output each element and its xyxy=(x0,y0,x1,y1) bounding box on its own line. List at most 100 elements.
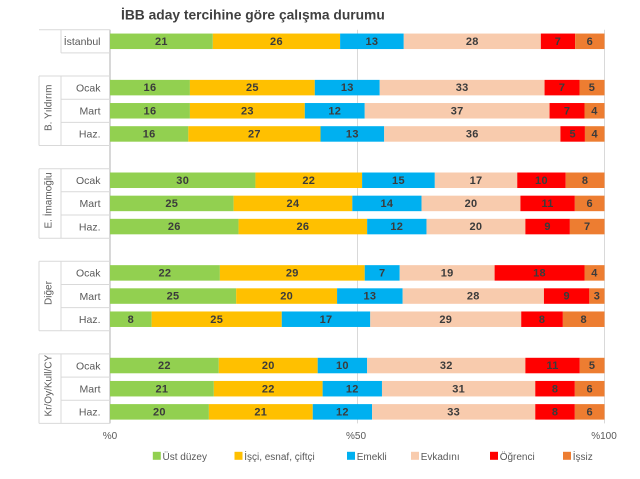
svg-text:6: 6 xyxy=(586,406,592,418)
svg-text:22: 22 xyxy=(159,268,172,280)
svg-text:18: 18 xyxy=(533,268,546,280)
svg-text:21: 21 xyxy=(254,406,267,418)
svg-text:%0: %0 xyxy=(103,431,118,442)
svg-text:16: 16 xyxy=(144,82,157,94)
svg-text:8: 8 xyxy=(552,406,558,418)
svg-text:10: 10 xyxy=(336,360,349,372)
svg-text:15: 15 xyxy=(392,175,405,187)
svg-text:13: 13 xyxy=(363,291,376,303)
svg-text:36: 36 xyxy=(466,129,479,141)
svg-text:31: 31 xyxy=(452,383,465,395)
svg-text:İşçi, esnaf, çiftçi: İşçi, esnaf, çiftçi xyxy=(244,450,315,463)
svg-text:9: 9 xyxy=(544,221,550,233)
svg-text:8: 8 xyxy=(128,314,134,326)
svg-text:21: 21 xyxy=(155,383,168,395)
svg-text:Haz.: Haz. xyxy=(79,129,101,141)
svg-text:20: 20 xyxy=(280,291,293,303)
svg-text:%100: %100 xyxy=(591,431,617,442)
svg-text:4: 4 xyxy=(591,105,598,117)
svg-text:8: 8 xyxy=(580,314,586,326)
svg-text:20: 20 xyxy=(262,360,275,372)
svg-text:13: 13 xyxy=(346,129,359,141)
svg-text:27: 27 xyxy=(248,129,261,141)
svg-text:20: 20 xyxy=(153,406,166,418)
svg-text:Mart: Mart xyxy=(80,384,101,396)
svg-text:Ocak: Ocak xyxy=(76,268,101,280)
svg-text:26: 26 xyxy=(168,221,181,233)
svg-text:29: 29 xyxy=(439,314,452,326)
svg-text:25: 25 xyxy=(165,198,178,210)
svg-text:B. Yıldırım: B. Yıldırım xyxy=(44,85,55,132)
svg-text:20: 20 xyxy=(465,198,478,210)
svg-text:26: 26 xyxy=(270,36,283,48)
svg-text:32: 32 xyxy=(440,360,453,372)
svg-text:Üst düzey: Üst düzey xyxy=(163,451,207,463)
svg-text:25: 25 xyxy=(246,82,259,94)
svg-text:İBB aday tercihine göre çalışm: İBB aday tercihine göre çalışma durumu xyxy=(121,7,385,23)
svg-text:Mart: Mart xyxy=(80,106,101,118)
svg-text:7: 7 xyxy=(555,36,561,48)
svg-text:Haz.: Haz. xyxy=(79,314,101,326)
svg-text:7: 7 xyxy=(584,221,590,233)
svg-text:Kr/Oy/Kull/CY: Kr/Oy/Kull/CY xyxy=(44,354,55,416)
svg-text:29: 29 xyxy=(286,268,299,280)
svg-text:Öğrenci: Öğrenci xyxy=(500,451,535,463)
svg-text:6: 6 xyxy=(586,198,592,210)
svg-text:5: 5 xyxy=(589,360,595,372)
svg-text:14: 14 xyxy=(380,198,393,210)
svg-text:Diğer: Diğer xyxy=(44,280,55,305)
svg-text:26: 26 xyxy=(296,221,309,233)
svg-text:13: 13 xyxy=(366,36,379,48)
svg-text:19: 19 xyxy=(441,268,454,280)
svg-text:3: 3 xyxy=(594,291,600,303)
svg-text:Mart: Mart xyxy=(80,291,101,303)
svg-text:23: 23 xyxy=(241,105,254,117)
svg-text:8: 8 xyxy=(582,175,588,187)
svg-text:24: 24 xyxy=(287,198,300,210)
svg-text:8: 8 xyxy=(539,314,545,326)
svg-text:5: 5 xyxy=(569,129,575,141)
svg-text:21: 21 xyxy=(155,36,168,48)
svg-text:33: 33 xyxy=(456,82,469,94)
svg-text:10: 10 xyxy=(535,175,548,187)
svg-text:7: 7 xyxy=(564,105,570,117)
svg-text:22: 22 xyxy=(158,360,171,372)
svg-text:37: 37 xyxy=(451,105,464,117)
svg-text:25: 25 xyxy=(210,314,223,326)
svg-text:Ocak: Ocak xyxy=(76,360,101,372)
svg-text:22: 22 xyxy=(302,175,315,187)
svg-text:17: 17 xyxy=(320,314,333,326)
svg-text:4: 4 xyxy=(591,268,598,280)
svg-text:16: 16 xyxy=(143,129,156,141)
svg-text:Mart: Mart xyxy=(80,198,101,210)
svg-text:13: 13 xyxy=(341,82,354,94)
svg-text:12: 12 xyxy=(390,221,403,233)
svg-text:17: 17 xyxy=(470,175,483,187)
svg-text:28: 28 xyxy=(467,291,480,303)
svg-text:7: 7 xyxy=(559,82,565,94)
svg-text:11: 11 xyxy=(546,360,558,372)
svg-text:12: 12 xyxy=(336,406,349,418)
svg-text:Ocak: Ocak xyxy=(76,175,101,187)
svg-text:Evkadını: Evkadını xyxy=(421,452,460,463)
svg-text:Haz.: Haz. xyxy=(79,221,101,233)
svg-text:20: 20 xyxy=(470,221,483,233)
svg-text:11: 11 xyxy=(542,198,554,210)
svg-text:E. İmamoğlu: E. İmamoğlu xyxy=(42,172,55,228)
svg-text:Ocak: Ocak xyxy=(76,82,101,94)
svg-text:33: 33 xyxy=(447,406,460,418)
svg-text:İşsiz: İşsiz xyxy=(573,450,593,463)
svg-text:8: 8 xyxy=(552,383,558,395)
svg-text:4: 4 xyxy=(591,129,598,141)
svg-text:7: 7 xyxy=(379,268,385,280)
svg-text:12: 12 xyxy=(346,383,359,395)
svg-text:5: 5 xyxy=(589,82,595,94)
svg-text:İstanbul: İstanbul xyxy=(64,35,101,48)
svg-text:30: 30 xyxy=(176,175,189,187)
svg-text:22: 22 xyxy=(262,383,275,395)
svg-text:25: 25 xyxy=(167,291,180,303)
svg-text:16: 16 xyxy=(144,105,157,117)
svg-text:9: 9 xyxy=(563,291,569,303)
svg-text:%50: %50 xyxy=(346,431,366,442)
svg-text:6: 6 xyxy=(586,383,592,395)
